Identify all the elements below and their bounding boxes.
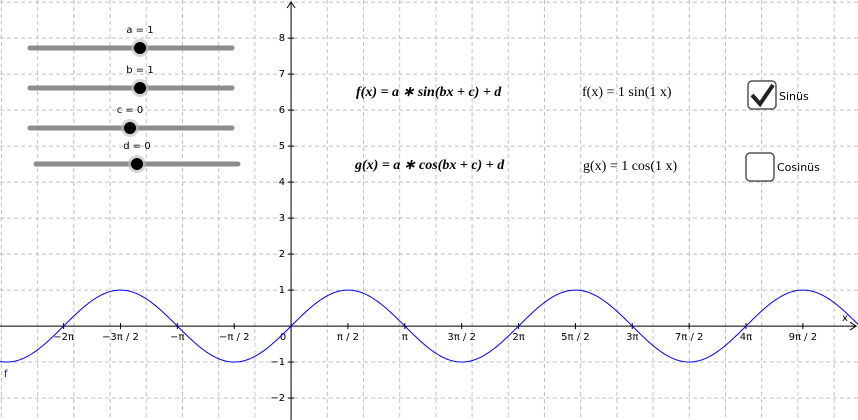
formula: f(x) = a ∗ sin(bx + c) + d bbox=[356, 85, 502, 100]
y-tick-label: −1 bbox=[270, 357, 285, 368]
y-tick-label: 6 bbox=[279, 105, 285, 116]
x-tick-label: −2π bbox=[53, 332, 74, 343]
slider[interactable]: a = 1 bbox=[27, 25, 235, 57]
y-tick-label: 3 bbox=[279, 213, 285, 224]
slider-knob[interactable] bbox=[134, 82, 146, 94]
x-tick-label: π / 2 bbox=[337, 332, 359, 343]
checkbox-label[interactable]: Sinüs bbox=[779, 90, 809, 103]
x-axis-arrow bbox=[849, 321, 857, 331]
slider-label: a = 1 bbox=[126, 25, 153, 36]
y-tick-label: 2 bbox=[279, 249, 285, 260]
slider-label: c = 0 bbox=[117, 105, 144, 116]
checkmark bbox=[750, 83, 775, 108]
slider-knob[interactable] bbox=[134, 42, 146, 54]
x-tick-label: −3π / 2 bbox=[102, 332, 139, 343]
formula: g(x) = a ∗ cos(bx + c) + d bbox=[354, 158, 505, 173]
x-tick-label: 2π bbox=[512, 332, 524, 343]
slider-label: d = 0 bbox=[123, 141, 150, 152]
x-tick-label: 0 bbox=[280, 332, 286, 343]
x-tick-label: −π bbox=[170, 332, 184, 343]
checkbox[interactable]: Cosinüs bbox=[745, 152, 820, 182]
x-axis-label: x bbox=[842, 313, 848, 324]
y-tick-label: 5 bbox=[279, 141, 285, 152]
curve-label: f bbox=[4, 369, 8, 380]
x-tick-label: 3π bbox=[626, 332, 638, 343]
y-tick-label: −2 bbox=[270, 393, 285, 404]
slider-label: b = 1 bbox=[126, 65, 153, 76]
y-tick-label: 7 bbox=[279, 69, 285, 80]
checkbox-box[interactable] bbox=[745, 152, 775, 182]
y-tick-label: 1 bbox=[279, 285, 285, 296]
slider[interactable]: d = 0 bbox=[33, 141, 241, 173]
slider[interactable]: c = 0 bbox=[27, 105, 235, 137]
slider-knob[interactable] bbox=[124, 122, 136, 134]
function-curve bbox=[0, 289, 858, 363]
x-tick-label: −π / 2 bbox=[219, 332, 250, 343]
x-tick-label: π bbox=[402, 332, 408, 343]
y-tick-label: 8 bbox=[279, 33, 285, 44]
x-tick-label: 5π / 2 bbox=[561, 332, 589, 343]
y-tick-label: 4 bbox=[279, 177, 285, 188]
slider-knob[interactable] bbox=[131, 158, 143, 170]
x-tick-label: 4π bbox=[740, 332, 752, 343]
x-tick-label: 7π / 2 bbox=[675, 332, 703, 343]
y-axis-arrow bbox=[286, 1, 296, 9]
x-tick-label: 9π / 2 bbox=[789, 332, 817, 343]
x-tick-label: 3π / 2 bbox=[447, 332, 475, 343]
expression: g(x) = 1 cos(1 x) bbox=[583, 159, 678, 174]
checkbox-label[interactable]: Cosinüs bbox=[777, 161, 820, 174]
checkbox[interactable]: Sinüs bbox=[747, 80, 809, 110]
expression: f(x) = 1 sin(1 x) bbox=[582, 85, 672, 100]
slider[interactable]: b = 1 bbox=[27, 65, 235, 97]
